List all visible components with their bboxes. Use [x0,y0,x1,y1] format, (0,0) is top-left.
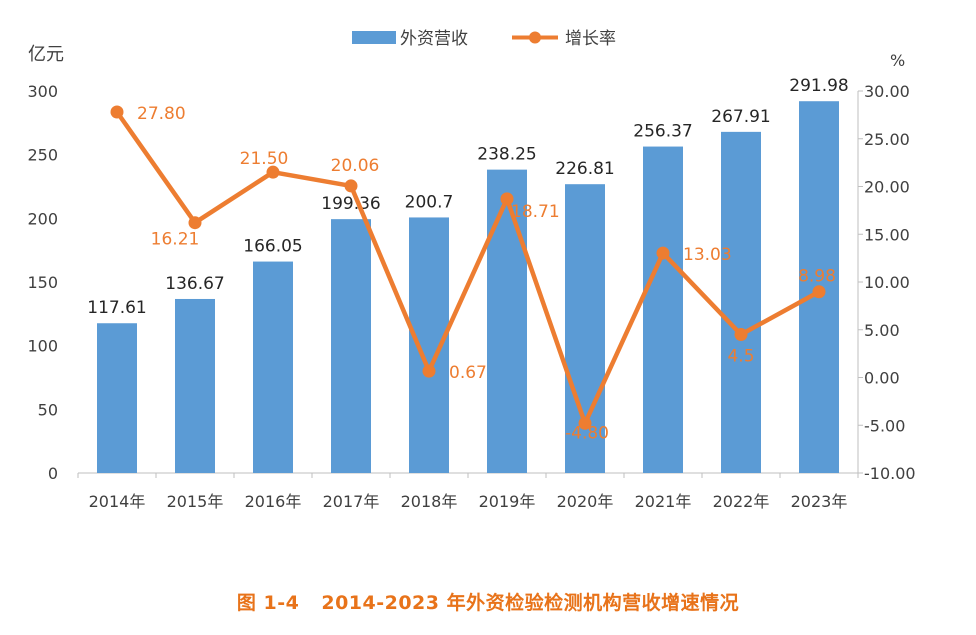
right-y-tick-label: -5.00 [864,416,905,435]
bar-value-label: 199.36 [321,194,380,214]
figure-caption: 图 1-4 2014-2023 年外资检验检测机构营收增速情况 [0,588,976,615]
growth-point [422,364,436,378]
figure-title: 2014-2023 年外资检验检测机构营收增速情况 [321,592,740,614]
growth-value-label: 13.03 [683,245,732,265]
legend: 外资营收 增长率 [352,29,616,49]
x-tick-label: 2014年 [89,492,146,511]
x-tick-label: 2021年 [635,492,692,511]
bar [97,323,137,473]
growth-line [115,110,821,426]
right-y-tick-label: 15.00 [864,225,910,244]
left-y-tick-label: 100 [27,337,58,356]
x-tick-label: 2020年 [557,492,614,511]
legend-line-label: 增长率 [565,29,616,49]
growth-point [734,328,748,342]
growth-value-label: 27.80 [137,104,186,124]
legend-line-marker [529,31,541,44]
growth-point [344,179,358,193]
bar [721,131,761,473]
left-y-tick-label: 0 [48,464,58,483]
growth-point [812,285,826,299]
left-y-tick-label: 250 [27,146,58,165]
growth-value-label: 21.50 [240,149,289,169]
x-tick-label: 2016年 [245,492,302,511]
x-tick-label: 2019年 [479,492,536,511]
x-tick-label: 2017年 [323,492,380,511]
right-y-tick-label: 10.00 [864,273,910,292]
bar-value-label: 291.98 [789,76,848,96]
bar-value-label: 166.05 [243,237,302,257]
growth-point [188,216,202,230]
bar-value-label: 226.81 [555,159,614,179]
x-tick-label: 2023年 [791,492,848,511]
line-series: 27.80 16.21 21.50 20.06 0.67 18.71 -4.80 13.03 4… [110,104,836,443]
x-tick-label: 2022年 [713,492,770,511]
bar [175,298,215,473]
growth-point [500,192,514,206]
bar [643,146,683,473]
growth-value-label: 4.5 [727,347,754,367]
figure-number: 图 1-4 [236,592,300,614]
axes: 0 50 100 150 200 250 300 -10.00 -5.00 0.00 5.00 10.… [27,82,915,511]
growth-value-label: 16.21 [151,230,200,250]
growth-point [110,105,124,119]
bar [487,169,527,473]
bar-value-label: 136.67 [165,274,224,294]
growth-value-label: -4.80 [565,423,609,443]
chart: 外资营收 增长率 亿元 % 0 50 100 150 200 250 300 -10.00 -5… [27,29,915,511]
right-y-tick-label: -10.00 [864,464,916,483]
bar [331,219,371,473]
legend-bar-swatch [352,31,396,44]
left-y-tick-label: 300 [27,82,58,101]
growth-value-label: 20.06 [331,156,380,176]
bar-value-label: 200.7 [405,192,454,212]
growth-point [266,165,280,179]
left-y-tick-label: 200 [27,209,58,228]
right-y-tick-label: 30.00 [864,82,910,101]
growth-value-label: 18.71 [511,202,560,222]
growth-point [578,416,592,430]
right-axis-unit: % [890,51,905,70]
bar-value-label: 238.25 [477,145,536,165]
bar-value-label: 256.37 [633,122,692,142]
right-y-tick-label: 25.00 [864,130,910,149]
left-y-tick-label: 50 [38,400,58,419]
right-y-tick-label: 0.00 [864,369,900,388]
bar-value-label: 117.61 [87,298,146,318]
x-tick-label: 2018年 [401,492,458,511]
growth-point [656,246,670,260]
bar [253,261,293,473]
bar-value-label: 267.91 [711,107,770,127]
growth-value-label: 8.98 [798,267,836,287]
x-tick-label: 2015年 [167,492,224,511]
right-y-tick-label: 20.00 [864,178,910,197]
left-axis-unit: 亿元 [28,44,64,65]
right-y-tick-label: 5.00 [864,321,900,340]
bar-series: 117.61 136.67 166.05 199.36 200.7 238.25 226.8… [87,76,849,474]
legend-bar-label: 外资营收 [400,29,468,49]
growth-value-label: 0.67 [449,363,487,383]
left-y-tick-label: 150 [27,273,58,292]
